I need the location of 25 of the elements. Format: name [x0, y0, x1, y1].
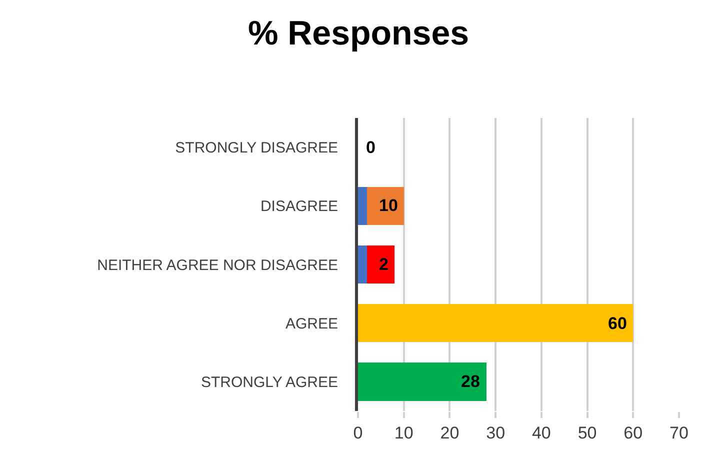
x-tick-label: 50 [578, 423, 597, 442]
y-tick-label: STRONGLY AGREE [201, 374, 338, 391]
x-tick-label: 0 [353, 423, 363, 442]
total-label: 60 [608, 314, 627, 333]
total-label: 10 [379, 196, 398, 215]
total-label: 28 [461, 372, 480, 391]
bar [358, 245, 368, 284]
bar [358, 186, 368, 225]
x-tick-label: 60 [624, 423, 643, 442]
y-tick-label: AGREE [285, 315, 338, 332]
x-tick-label: 30 [486, 423, 506, 442]
chart-title: % Responses [248, 14, 470, 53]
data-label: 2 [379, 255, 388, 274]
total-label: 0 [366, 138, 376, 157]
bar [367, 245, 395, 284]
bar [358, 304, 634, 342]
x-tick-label: 20 [440, 423, 460, 442]
bar [358, 362, 486, 401]
y-tick-label: DISAGREE [260, 198, 338, 216]
bar [367, 186, 404, 225]
y-tick-label: NEITHER AGREE NOR DISAGREE [97, 256, 338, 274]
x-tick-label: 40 [532, 423, 551, 442]
x-tick-label: 70 [670, 423, 688, 442]
y-tick-label: STRONGLY DISAGREE [175, 140, 338, 157]
x-tick-label: 10 [394, 423, 414, 442]
